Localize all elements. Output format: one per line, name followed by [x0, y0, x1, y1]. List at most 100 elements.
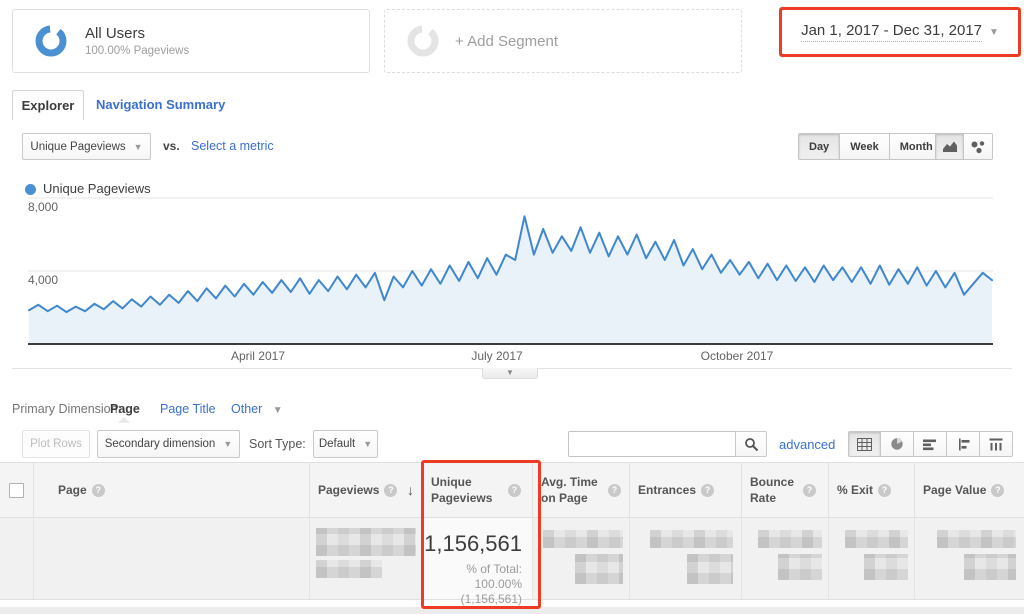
line-chart-button[interactable]: [935, 133, 964, 160]
trend-chart[interactable]: [28, 196, 993, 346]
row-unique-pageviews-cell: 1,156,561 % of Total: 100.00% (1,156,561…: [423, 518, 533, 606]
table-header: Page ? Pageviews ? ↓ Unique Pageviews ? …: [0, 462, 1024, 518]
blurred-value: [937, 530, 1016, 548]
help-icon[interactable]: ?: [991, 483, 1005, 497]
blurred-value: [758, 530, 822, 548]
sort-type-dropdown[interactable]: Default ▼: [313, 430, 378, 458]
header-page[interactable]: Page ?: [34, 463, 310, 517]
header-unique-pageviews[interactable]: Unique Pageviews ?: [423, 463, 533, 517]
row-page-value-cell: [915, 518, 1024, 599]
row-entrances-cell: [630, 518, 742, 599]
table-view-toggle: [848, 431, 1013, 457]
primary-dimension-page[interactable]: Page: [110, 402, 140, 416]
chevron-down-icon: ▼: [223, 439, 233, 449]
granularity-week-button[interactable]: Week: [840, 133, 890, 160]
legend-label: Unique Pageviews: [43, 181, 151, 196]
help-icon[interactable]: ?: [608, 483, 621, 497]
tab-navigation-summary[interactable]: Navigation Summary: [96, 97, 226, 112]
row-avg-time-cell: [533, 518, 630, 599]
add-segment-ring-icon: [407, 25, 439, 57]
date-range-label: Jan 1, 2017 - Dec 31, 2017: [801, 22, 983, 42]
pie-chart-icon: [891, 437, 903, 450]
primary-dimension-page-title[interactable]: Page Title: [160, 402, 216, 416]
header-bounce-rate[interactable]: Bounce Rate ?: [742, 463, 829, 517]
segment-donut-icon: [35, 25, 67, 57]
header-entrances[interactable]: Entrances ?: [630, 463, 742, 517]
header-page-value[interactable]: Page Value ?: [915, 463, 1024, 517]
x-axis-tick-july: July 2017: [471, 349, 523, 363]
comparison-view-button[interactable]: [947, 431, 980, 457]
search-icon: [744, 437, 758, 451]
segment-card-all-users[interactable]: All Users 100.00% Pageviews: [12, 9, 370, 73]
blurred-value: [543, 530, 623, 548]
table-summary-row: 1,156,561 % of Total: 100.00% (1,156,561…: [0, 518, 1024, 606]
x-axis-tick-april: April 2017: [230, 349, 286, 363]
row-checkbox-cell: [0, 518, 34, 599]
performance-view-button[interactable]: [914, 431, 947, 457]
add-segment-card[interactable]: + Add Segment: [384, 9, 742, 73]
segment-name: All Users: [85, 25, 146, 42]
blurred-value: [316, 560, 382, 578]
blurred-value: [687, 554, 733, 584]
comparison-bars-icon: [959, 438, 970, 450]
help-icon[interactable]: ?: [878, 483, 892, 497]
select-all-checkbox[interactable]: [9, 482, 24, 498]
metric-dropdown[interactable]: Unique Pageviews ▼: [22, 133, 151, 160]
percentage-view-button[interactable]: [881, 431, 914, 457]
pivot-view-button[interactable]: [980, 431, 1013, 457]
y-axis-tick-4000: 4,000: [28, 273, 59, 287]
chevron-down-icon: ▼: [272, 405, 283, 416]
unique-pageviews-total: 1,156,561: [424, 531, 522, 556]
horizontal-bars-icon: [923, 439, 936, 450]
motion-chart-button[interactable]: [964, 133, 993, 160]
sort-type-label: Sort Type:: [249, 437, 306, 451]
header-pageviews[interactable]: Pageviews ? ↓: [310, 463, 423, 517]
primary-dimension-other[interactable]: Other ▼: [231, 402, 283, 416]
data-table-view-button[interactable]: [848, 431, 881, 457]
chevron-down-icon: ▼: [133, 141, 143, 152]
blurred-value: [964, 554, 1016, 580]
primary-dimension-label: Primary Dimension:: [12, 402, 122, 416]
search-button[interactable]: [735, 431, 767, 457]
header-percent-exit[interactable]: % Exit ?: [829, 463, 915, 517]
bottom-edge-strip: [0, 607, 1024, 614]
help-icon[interactable]: ?: [508, 483, 521, 497]
table-grid-icon: [857, 437, 872, 451]
header-avg-time-on-page[interactable]: Avg. Time on Page ?: [533, 463, 630, 517]
y-axis-tick-8000: 8,000: [28, 200, 59, 214]
blurred-value: [316, 528, 416, 556]
segment-detail: 100.00% Pageviews: [85, 45, 190, 57]
granularity-toggle: Day Week Month: [798, 133, 944, 160]
vs-label: vs.: [163, 139, 180, 153]
header-checkbox-cell: [0, 463, 34, 517]
blurred-value: [864, 554, 908, 580]
row-page-cell: [34, 518, 310, 599]
row-pageviews-cell: [310, 518, 423, 599]
blurred-value: [650, 530, 733, 548]
pivot-table-icon: [989, 438, 1003, 450]
plot-rows-button[interactable]: Plot Rows: [22, 430, 90, 458]
select-a-metric-link[interactable]: Select a metric: [191, 139, 274, 153]
blurred-value: [845, 530, 908, 548]
sort-desc-icon[interactable]: ↓: [407, 482, 414, 498]
secondary-dimension-dropdown[interactable]: Secondary dimension ▼: [97, 430, 240, 458]
help-icon[interactable]: ?: [701, 483, 715, 497]
granularity-day-button[interactable]: Day: [798, 133, 841, 160]
granularity-month-button[interactable]: Month: [889, 133, 944, 160]
chart-type-toggle: [935, 133, 993, 160]
table-search-input[interactable]: [568, 431, 735, 457]
row-bounce-rate-cell: [742, 518, 829, 599]
legend-dot-icon: [25, 184, 36, 195]
date-range-selector[interactable]: Jan 1, 2017 - Dec 31, 2017 ▼: [779, 7, 1021, 57]
chevron-down-icon: ▼: [363, 439, 373, 449]
row-percent-exit-cell: [829, 518, 915, 599]
help-icon[interactable]: ?: [803, 483, 816, 497]
blurred-value: [778, 554, 822, 580]
help-icon[interactable]: ?: [384, 483, 398, 497]
chart-collapse-tab[interactable]: ▼: [482, 368, 538, 379]
help-icon[interactable]: ?: [91, 483, 105, 497]
tab-explorer[interactable]: Explorer: [12, 90, 84, 120]
active-dimension-notch: [118, 417, 130, 423]
advanced-search-link[interactable]: advanced: [779, 437, 836, 452]
